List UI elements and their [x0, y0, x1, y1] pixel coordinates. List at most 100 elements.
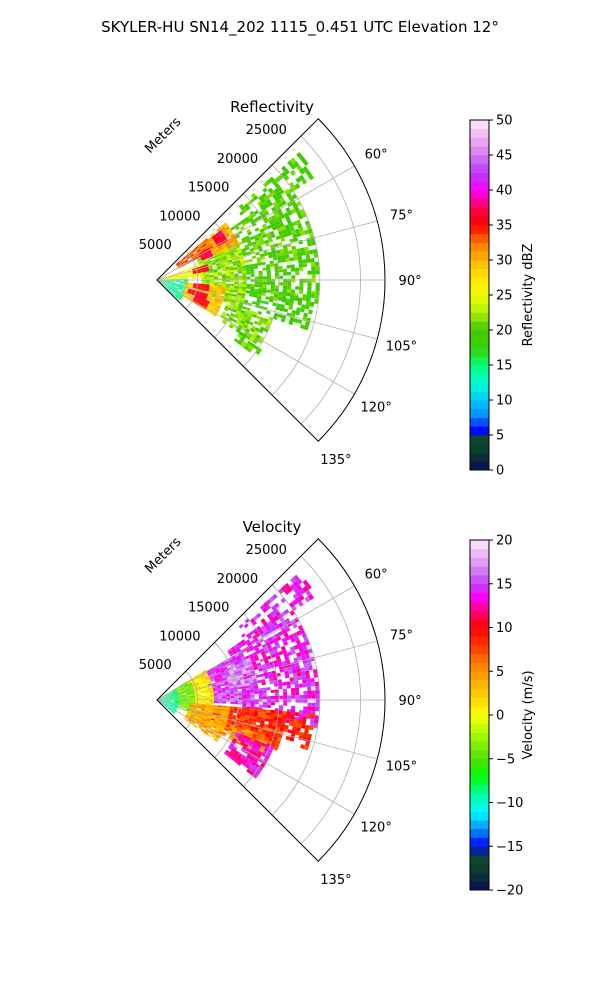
echo-cell	[167, 280, 172, 281]
echo-cell	[183, 289, 188, 292]
range-tick-label: 25000	[246, 123, 287, 138]
echo-cell	[215, 307, 220, 311]
echo-cell	[273, 746, 279, 751]
echo-cell	[244, 741, 250, 746]
echo-cell	[176, 688, 181, 691]
colorbar-label: Velocity (m/s)	[521, 670, 536, 759]
echo-cell	[227, 318, 233, 323]
echo-cell	[176, 262, 180, 266]
echo-cell	[258, 704, 263, 708]
echo-cell	[277, 733, 283, 739]
echo-cell	[297, 255, 303, 261]
echo-cell	[185, 708, 190, 711]
echo-cell	[229, 250, 234, 255]
echo-cell	[210, 232, 215, 237]
echo-cell	[165, 704, 170, 707]
echo-cell	[191, 292, 196, 295]
echo-cell	[271, 214, 277, 220]
echo-cell	[234, 303, 239, 307]
colorbar-tick-label: 20	[496, 534, 513, 549]
echo-cell	[212, 723, 217, 727]
echo-cell	[290, 208, 297, 214]
echo-cell	[272, 735, 278, 740]
echo-cell	[284, 250, 289, 256]
echo-cell	[292, 593, 299, 600]
echo-cell	[269, 295, 274, 300]
echo-cell	[192, 707, 197, 709]
echo-cell	[233, 249, 238, 253]
echo-cell	[206, 261, 212, 264]
echo-cell	[245, 328, 250, 333]
echo-cell	[178, 703, 183, 706]
echo-cell	[260, 241, 266, 246]
echo-cell	[187, 271, 192, 274]
echo-cell	[224, 294, 229, 298]
echo-cell	[170, 284, 175, 287]
echo-cell	[178, 697, 183, 699]
echo-cell	[167, 278, 172, 280]
echo-cell	[234, 314, 239, 319]
echo-cell	[194, 681, 199, 685]
echo-cell	[209, 274, 214, 276]
echo-cell	[299, 168, 306, 175]
echo-cell	[178, 702, 183, 704]
echo-cell	[236, 262, 242, 266]
echo-cell	[186, 692, 191, 695]
echo-cell	[291, 691, 296, 696]
echo-cell	[242, 723, 248, 728]
echo-cell	[306, 713, 312, 718]
echo-cell	[247, 340, 253, 346]
echo-cell	[260, 300, 265, 304]
echo-cell	[191, 700, 196, 702]
echo-cell	[302, 586, 309, 593]
echo-cell	[294, 228, 300, 234]
echo-cell	[218, 278, 223, 280]
echo-cell	[287, 698, 292, 703]
echo-cell	[195, 674, 200, 678]
echo-cell	[240, 219, 246, 224]
echo-cell	[180, 686, 185, 690]
colorbar-segment	[470, 365, 489, 375]
echo-cell	[225, 663, 231, 667]
echo-cell	[245, 267, 250, 270]
echo-cell	[229, 303, 235, 308]
echo-cell	[167, 283, 171, 285]
echo-cell	[239, 733, 244, 738]
echo-cell	[230, 663, 236, 667]
echo-cell	[222, 720, 228, 724]
echo-cell	[196, 677, 201, 681]
echo-cell	[217, 691, 222, 694]
echo-cell	[221, 733, 226, 737]
echo-cell	[293, 256, 299, 261]
echo-cell	[183, 701, 188, 703]
colorbar-tick-label: 0	[496, 464, 504, 479]
echo-cell	[197, 704, 202, 707]
colorbar-segment	[470, 688, 489, 698]
echo-cell	[245, 319, 250, 324]
echo-cell	[304, 670, 310, 676]
echo-cell	[229, 723, 235, 728]
echo-cell	[246, 697, 251, 700]
echo-cell	[273, 293, 279, 297]
echo-cell	[262, 601, 269, 608]
echo-cell	[246, 648, 251, 653]
echo-cell	[276, 185, 283, 192]
echo-cell	[244, 259, 249, 263]
echo-cell	[263, 226, 269, 231]
echo-cell	[235, 328, 241, 334]
echo-cell	[266, 740, 272, 745]
echo-cell	[306, 682, 312, 687]
echo-cell	[201, 242, 206, 246]
echo-cell	[201, 669, 207, 674]
echo-cell	[266, 281, 271, 285]
echo-cell	[182, 292, 187, 295]
echo-cell	[251, 241, 257, 246]
echo-cell	[186, 706, 191, 708]
echo-cell	[222, 228, 227, 233]
echo-cell	[247, 242, 253, 247]
echo-cell	[238, 241, 244, 245]
echo-cell	[278, 650, 284, 656]
echo-cell	[309, 301, 315, 307]
range-axis-label: Meters	[142, 115, 184, 157]
echo-cell	[239, 732, 245, 736]
